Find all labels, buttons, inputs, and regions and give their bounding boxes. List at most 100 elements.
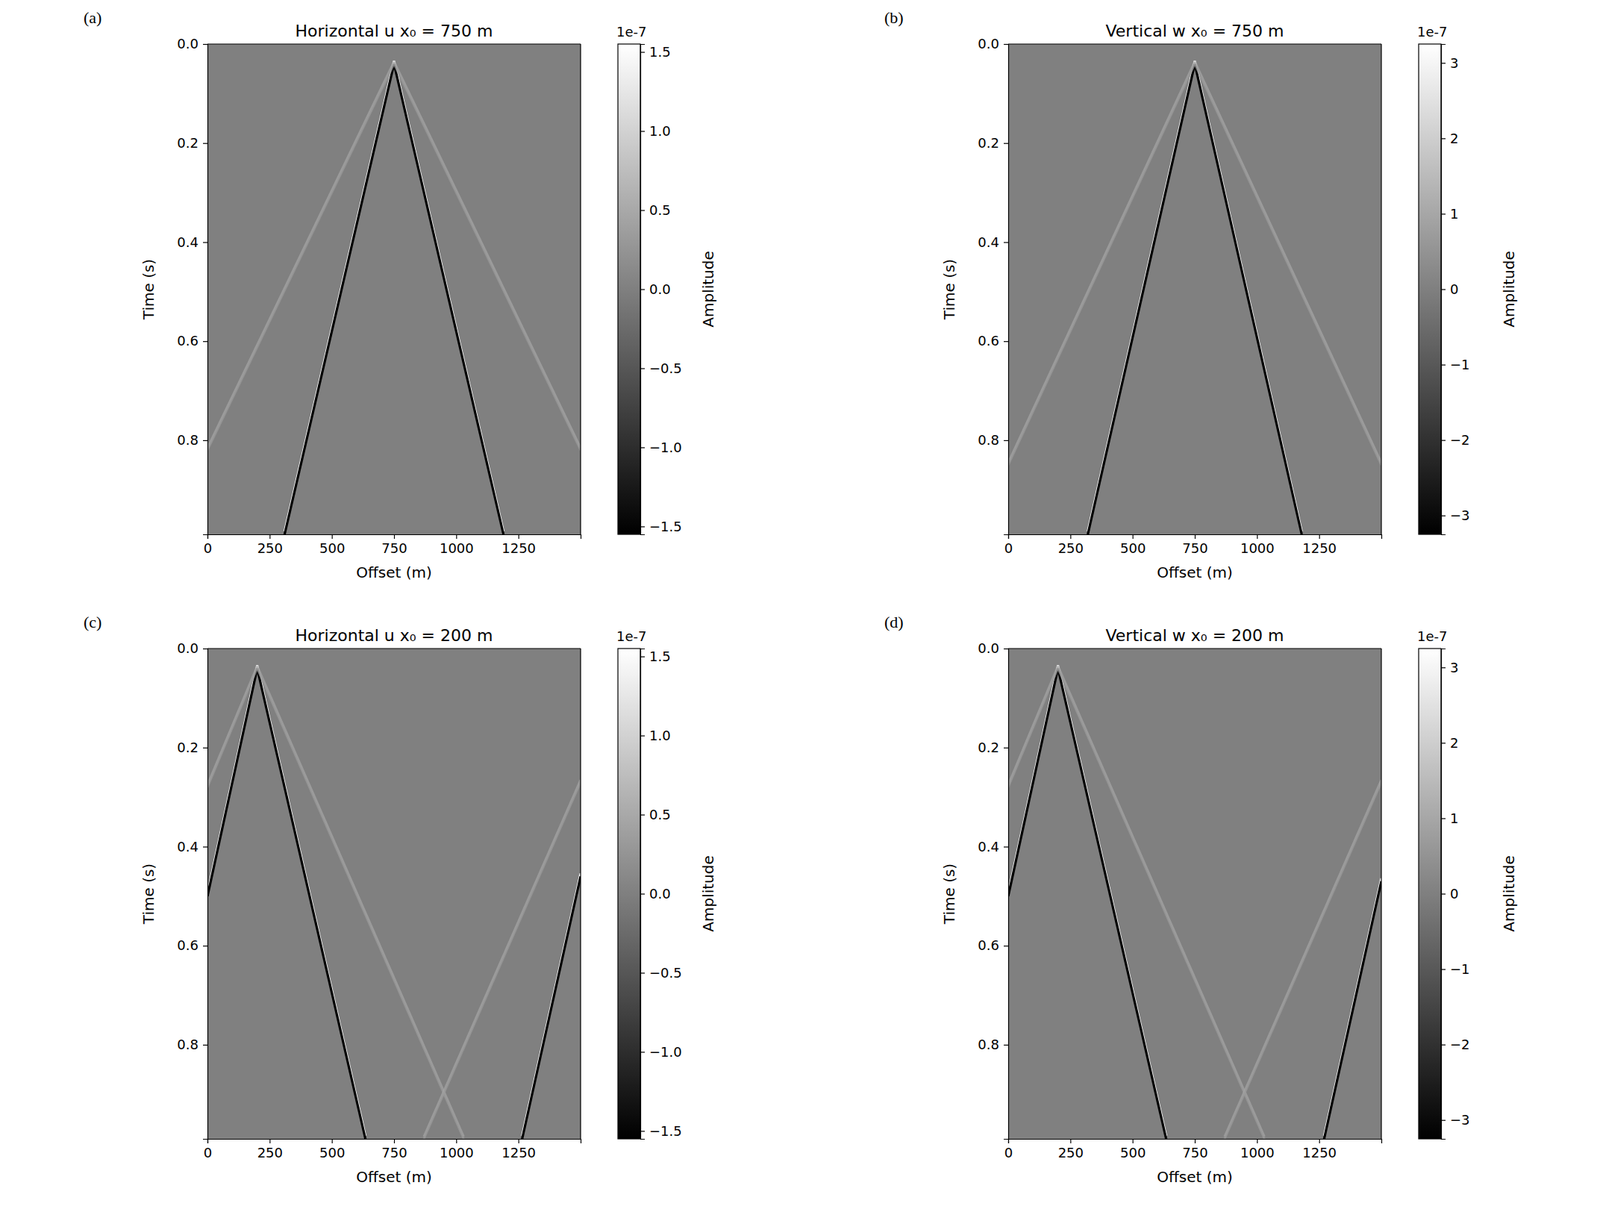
colorbar-axis-tick: 1.5: [640, 44, 671, 60]
x-axis-tick: 0: [203, 534, 212, 556]
colorbar-axis-tick-label: −2: [1450, 1036, 1471, 1053]
y-axis-tick-mark: [1003, 747, 1009, 749]
colorbar-axis-tick-label: 2: [1450, 130, 1459, 147]
x-axis: 025050075010001250: [203, 534, 582, 556]
x-axis-tick-label: 0: [203, 1144, 212, 1161]
wavefront: [394, 64, 504, 535]
colorbar-axis-tick: −1.0: [640, 1044, 683, 1060]
y-axis-tick: 0.8: [176, 1036, 208, 1053]
colorbar-axis-tick-label: −0.5: [649, 964, 683, 981]
x-axis-tick-label: 750: [381, 1144, 407, 1161]
y-axis-tick: 0.8: [176, 432, 208, 448]
x-axis-tick-mark: [455, 534, 457, 539]
x-axis-tick: 0: [203, 1138, 212, 1161]
y-axis-tick-label: 0.8: [176, 432, 199, 448]
x-axis-tick-mark: [1319, 1138, 1321, 1144]
colorbar-axis-tick: −3: [1441, 1111, 1471, 1128]
y-axis-tick: 0.2: [176, 135, 208, 151]
x-axis-tick-mark: [269, 1138, 271, 1144]
colorbar-axis-tick-label: −1: [1450, 961, 1471, 977]
y-axis-tick-mark: [1003, 1044, 1009, 1046]
x-axis-tick-label: 1000: [439, 540, 474, 556]
colorbar-axis: −3−2−10123: [1441, 44, 1471, 536]
colorbar-axis-tick-label: 1: [1450, 205, 1459, 222]
colorbar-axis-line: [641, 44, 646, 536]
x-axis-tick: 1000: [439, 534, 474, 556]
colorbar-axis-tick: 3: [1441, 55, 1459, 71]
x-axis-tick-label: 1250: [501, 1144, 536, 1161]
colorbar-axis-tick-mark: [1441, 364, 1446, 365]
colorbar-axis-tick: 3: [1441, 659, 1459, 676]
colorbar-title: Amplitude: [699, 250, 718, 328]
y-axis-line: [202, 649, 209, 1140]
colorbar: −1.5−1.0−0.50.00.51.01.51e-7Amplitude: [616, 628, 718, 1140]
wavefront: [1194, 64, 1382, 466]
x-axis-tick: 750: [1182, 534, 1208, 556]
y-axis-tick-label: 0.6: [977, 332, 1000, 349]
wavefronts: [1008, 665, 1382, 1139]
y-axis-tick-label: 0.4: [977, 838, 1000, 855]
colorbar-axis-tick-mark: [1441, 515, 1446, 517]
wavefront: [1058, 668, 1167, 1139]
x-axis-tick-label: 500: [319, 540, 345, 556]
x-axis-tick: 750: [381, 1138, 407, 1161]
colorbar-axis-tick-mark: [1441, 1120, 1446, 1121]
colorbar-axis-tick-mark: [1441, 742, 1446, 744]
x-axis-tick: 1000: [439, 1138, 474, 1161]
colorbar-offset: 1e-7: [1417, 23, 1448, 40]
colorbar-axis-tick-label: −1: [1450, 356, 1471, 373]
colorbar-axis-tick: −3: [1441, 507, 1471, 524]
colorbar-axis-tick: 2: [1441, 735, 1459, 751]
colorbar-axis-tick-label: 0.0: [649, 281, 671, 298]
colorbar-axis-tick-label: 1.5: [649, 44, 671, 60]
x-axis: 025050075010001250: [1004, 1138, 1383, 1161]
x-axis-line: [1008, 1139, 1383, 1145]
plot-background: [1008, 648, 1382, 1139]
colorbar-axis-tick-mark: [1441, 1044, 1446, 1046]
colorbar-axis-tick-mark: [640, 526, 645, 527]
x-axis-tick-mark: [332, 534, 333, 539]
y-axis-title: Time (s): [940, 863, 959, 925]
colorbar-axis-tick-label: −0.5: [649, 360, 683, 377]
x-axis-tick: 1000: [1240, 1138, 1275, 1161]
y-axis-tick-label: 0.0: [176, 35, 199, 52]
colorbar-axis-tick: 1: [1441, 205, 1459, 222]
y-axis-tick: 0.6: [977, 332, 1009, 349]
colorbar-axis-tick-mark: [640, 893, 645, 895]
colorbar-axis-tick-label: 0.0: [649, 885, 671, 902]
y-axis-tick-label: 0.2: [176, 739, 199, 756]
colorbar-axis-tick-mark: [1441, 440, 1446, 442]
y-axis-tick-mark: [1003, 440, 1009, 442]
title: Vertical w x₀ = 750 m: [1105, 21, 1284, 41]
colorbar-axis-tick-label: −1.5: [649, 1123, 683, 1139]
x-axis-tick-label: 250: [1058, 1144, 1084, 1161]
x-axis-line: [208, 1139, 582, 1145]
panel-label: (d): [884, 612, 904, 632]
colorbar-axis-line: [641, 649, 646, 1140]
x-axis-tick-mark: [1132, 534, 1134, 539]
x-axis-tick-mark: [332, 1138, 333, 1144]
x-axis-tick-label: 1250: [1302, 1144, 1337, 1161]
colorbar-axis-tick-label: 3: [1450, 659, 1459, 676]
x-axis-tick-label: 750: [381, 540, 407, 556]
wavefront: [1008, 668, 1059, 788]
y-axis-title: Time (s): [940, 258, 959, 321]
wavefront: [284, 64, 395, 535]
x-axis-tick-label: 500: [1120, 540, 1146, 556]
x-axis-tick-mark: [1194, 1138, 1196, 1144]
x-axis-tick: 750: [381, 534, 407, 556]
x-axis-tick-mark: [455, 1138, 457, 1144]
y-axis-tick-mark: [202, 440, 208, 442]
colorbar-title: Amplitude: [1500, 855, 1518, 933]
colorbar-axis-tick-mark: [640, 972, 645, 974]
x-axis-tick-mark: [1256, 534, 1258, 539]
x-axis-title: Offset (m): [1156, 563, 1233, 582]
y-axis-tick-label: 0.0: [176, 640, 199, 656]
colorbar-axis-tick-label: 0.5: [649, 202, 671, 218]
colorbar-axis-tick: −1.5: [640, 518, 683, 535]
colorbar-axis-tick: 0.0: [640, 885, 671, 902]
frame: [579, 648, 581, 1139]
y-axis-tick: 0.4: [176, 838, 208, 855]
colorbar-axis-tick-mark: [640, 814, 645, 815]
colorbar-axis-tick-mark: [640, 130, 645, 132]
